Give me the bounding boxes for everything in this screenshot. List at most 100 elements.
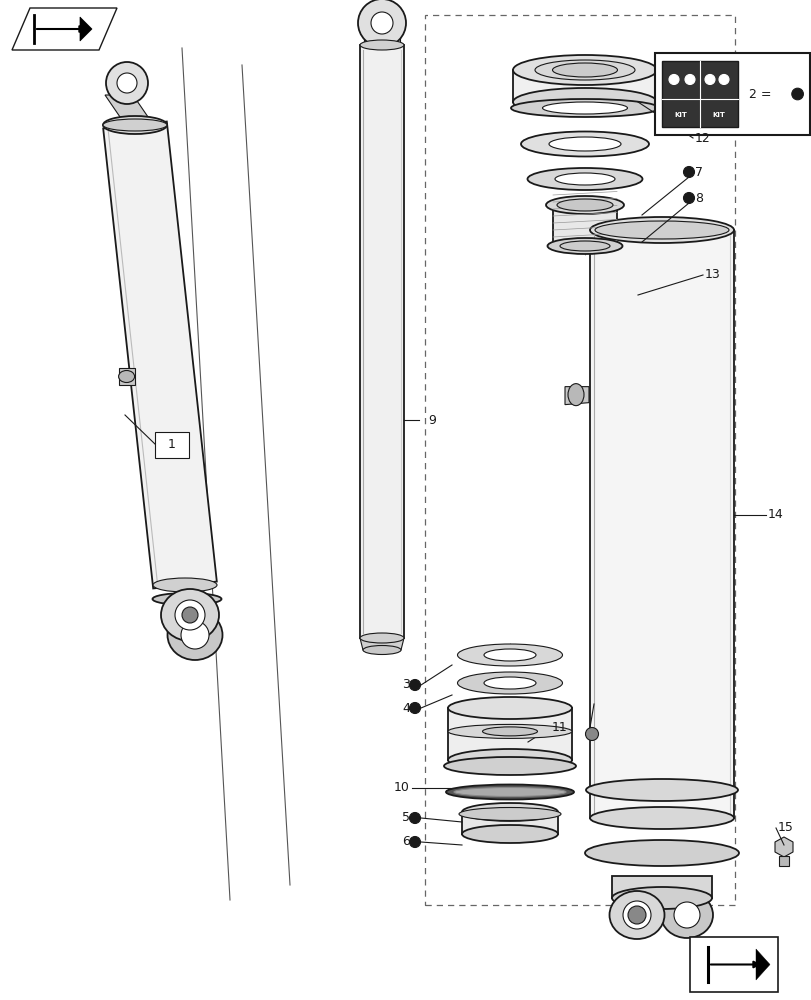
Circle shape (683, 192, 693, 204)
Text: 4: 4 (401, 702, 410, 714)
Circle shape (791, 88, 802, 100)
Ellipse shape (482, 727, 537, 736)
Bar (363, 19, 400, 45)
Ellipse shape (363, 646, 401, 654)
Circle shape (627, 906, 646, 924)
Bar (513, 70, 656, 102)
Bar (778, 856, 788, 866)
Ellipse shape (548, 137, 620, 151)
Circle shape (409, 836, 420, 847)
Circle shape (718, 74, 728, 84)
FancyBboxPatch shape (155, 432, 189, 458)
Text: 6: 6 (401, 835, 410, 848)
Ellipse shape (152, 578, 217, 592)
Ellipse shape (444, 757, 575, 775)
Text: 8: 8 (694, 192, 702, 205)
Ellipse shape (590, 807, 733, 829)
Bar (661, 61, 737, 127)
Ellipse shape (542, 102, 627, 114)
Bar (552, 203, 616, 246)
Ellipse shape (359, 40, 404, 50)
Ellipse shape (448, 749, 571, 771)
Polygon shape (80, 17, 92, 41)
Bar (590, 230, 733, 818)
Polygon shape (774, 837, 792, 857)
Ellipse shape (118, 370, 135, 382)
Text: 12: 12 (694, 132, 710, 145)
Text: 13: 13 (704, 268, 720, 282)
Polygon shape (359, 638, 404, 650)
Text: 10: 10 (393, 781, 410, 794)
Text: 15: 15 (777, 821, 793, 834)
Ellipse shape (568, 384, 583, 406)
Ellipse shape (594, 221, 728, 239)
Ellipse shape (461, 825, 557, 843)
Ellipse shape (513, 55, 656, 85)
Circle shape (684, 74, 694, 84)
Ellipse shape (457, 672, 562, 694)
Ellipse shape (521, 131, 648, 156)
Text: 1: 1 (168, 438, 176, 452)
Text: 2 =: 2 = (749, 88, 770, 101)
Ellipse shape (622, 901, 650, 929)
Text: KIT: KIT (712, 112, 724, 118)
Text: 14: 14 (767, 508, 783, 522)
Ellipse shape (590, 217, 733, 243)
Ellipse shape (527, 168, 642, 190)
Ellipse shape (161, 589, 219, 641)
Ellipse shape (545, 196, 623, 214)
Ellipse shape (513, 88, 656, 116)
Bar (424, 15, 734, 905)
Ellipse shape (461, 803, 557, 821)
Ellipse shape (103, 116, 167, 134)
Text: KIT: KIT (674, 112, 687, 118)
Ellipse shape (448, 697, 571, 719)
Ellipse shape (586, 779, 737, 801)
Ellipse shape (371, 12, 393, 34)
Bar (689, 937, 777, 992)
Text: 7: 7 (694, 166, 702, 179)
Circle shape (409, 812, 420, 823)
Ellipse shape (660, 892, 712, 938)
Bar (461, 812, 557, 834)
Ellipse shape (560, 241, 609, 251)
Ellipse shape (458, 807, 560, 820)
Bar (611, 876, 711, 898)
Ellipse shape (510, 99, 659, 117)
Ellipse shape (534, 60, 634, 80)
Ellipse shape (358, 0, 406, 47)
Ellipse shape (453, 787, 565, 796)
Ellipse shape (556, 199, 612, 211)
Ellipse shape (175, 600, 204, 630)
Ellipse shape (106, 62, 148, 104)
Polygon shape (118, 368, 135, 385)
Ellipse shape (554, 173, 614, 185)
Ellipse shape (103, 119, 167, 131)
Text: 11: 11 (551, 721, 567, 734)
Ellipse shape (611, 887, 711, 909)
Ellipse shape (181, 621, 208, 649)
Text: 5: 5 (401, 811, 410, 824)
Ellipse shape (551, 63, 616, 77)
Ellipse shape (584, 840, 738, 866)
Ellipse shape (167, 610, 222, 660)
Circle shape (409, 702, 420, 713)
Circle shape (409, 680, 420, 690)
Bar (359, 45, 404, 638)
Ellipse shape (182, 607, 198, 623)
Polygon shape (564, 387, 588, 405)
Circle shape (704, 74, 714, 84)
Text: 3: 3 (401, 678, 410, 692)
Ellipse shape (448, 724, 571, 738)
Ellipse shape (483, 677, 535, 689)
Ellipse shape (457, 644, 562, 666)
Ellipse shape (609, 891, 663, 939)
Ellipse shape (152, 593, 221, 605)
Text: 9: 9 (427, 414, 436, 426)
Circle shape (585, 727, 598, 740)
Polygon shape (755, 949, 769, 980)
Ellipse shape (547, 238, 622, 254)
Polygon shape (103, 122, 217, 588)
Ellipse shape (483, 649, 535, 661)
Polygon shape (12, 8, 117, 50)
